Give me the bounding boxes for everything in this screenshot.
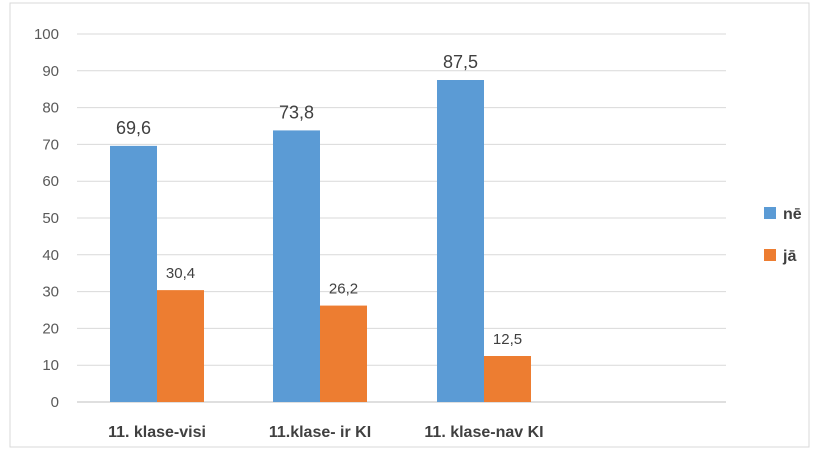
category-label: 11.klase- ir KI [269, 424, 371, 441]
data-label: 69,6 [116, 118, 151, 138]
legend-label: jā [782, 248, 796, 265]
data-label: 73,8 [279, 102, 314, 122]
bar-ne-3 [437, 80, 484, 402]
y-tick-label: 50 [42, 210, 59, 227]
y-tick-label: 60 [42, 173, 59, 190]
y-tick-label: 40 [42, 247, 59, 264]
legend-swatch-ja [764, 249, 776, 261]
category-label: 11. klase-visi [108, 424, 206, 441]
y-axis: 0 10 20 30 40 50 60 70 80 90 100 [34, 26, 59, 411]
y-tick-label: 70 [42, 136, 59, 153]
bar-ne-1 [110, 145, 157, 402]
legend: nē jā [764, 206, 802, 265]
bar-ne-2 [273, 130, 320, 402]
data-label: 30,4 [166, 265, 195, 282]
category-label: 11. klase-nav KI [424, 424, 543, 441]
y-tick-label: 20 [42, 320, 59, 337]
legend-label: nē [783, 206, 802, 223]
y-tick-label: 30 [42, 284, 59, 301]
data-labels: 69,6 73,8 87,5 30,4 26,2 12,5 [116, 52, 522, 348]
y-tick-label: 90 [42, 63, 59, 80]
data-label: 26,2 [329, 281, 358, 298]
y-tick-label: 0 [51, 394, 59, 411]
bar-ja-3 [484, 356, 531, 402]
x-axis: 11. klase-visi 11.klase- ir KI 11. klase-n… [108, 424, 544, 441]
y-tick-label: 100 [34, 26, 59, 43]
bar-ja-1 [157, 290, 204, 402]
data-label: 87,5 [443, 52, 478, 72]
data-label: 12,5 [493, 331, 522, 348]
bar-ja-2 [320, 305, 367, 402]
y-tick-label: 80 [42, 100, 59, 117]
bars [110, 80, 531, 402]
y-tick-label: 10 [42, 357, 59, 374]
legend-swatch-ne [764, 207, 776, 219]
